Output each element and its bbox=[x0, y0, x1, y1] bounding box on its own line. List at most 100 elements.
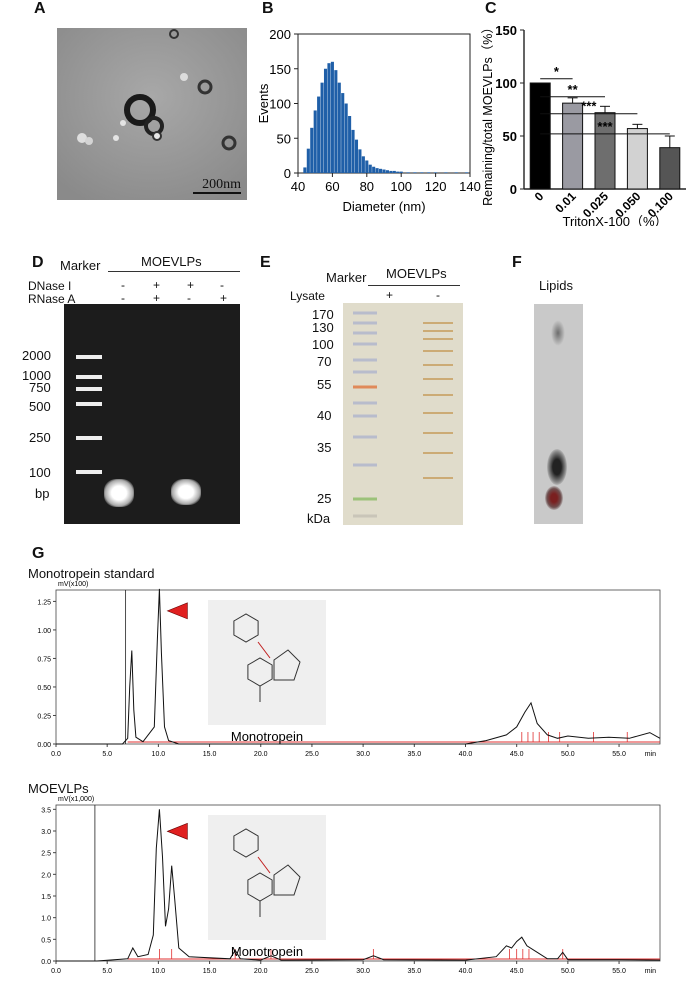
significance-marker: *** bbox=[597, 119, 613, 134]
mw-label: 55 bbox=[317, 377, 332, 392]
y-axis-label: Remaining/total MOEVLPs（%） bbox=[481, 21, 495, 206]
structure-label: Monotropein bbox=[231, 729, 303, 744]
y-tick-label: 0.75 bbox=[37, 656, 51, 663]
plot-frame bbox=[297, 33, 471, 174]
panel-label-g: G bbox=[32, 545, 45, 562]
panel-label-f: F bbox=[512, 254, 522, 271]
histogram-bar bbox=[317, 96, 321, 173]
gel-group-label: MOEVLPs bbox=[141, 254, 202, 269]
significance-marker: *** bbox=[581, 99, 597, 114]
x-tick-label: 0 bbox=[532, 189, 547, 204]
x-tick-label: 45.0 bbox=[510, 968, 524, 975]
glycosidic-bond bbox=[257, 641, 271, 659]
x-tick-label: 80 bbox=[360, 179, 374, 194]
panel-label-d: D bbox=[32, 254, 44, 271]
panel-label-e: E bbox=[260, 254, 271, 271]
significance-marker: ** bbox=[568, 82, 579, 97]
rnase-label: RNase A bbox=[28, 292, 76, 306]
x-tick-label: 25.0 bbox=[305, 968, 319, 975]
gel-image bbox=[64, 304, 240, 524]
histogram-bar bbox=[434, 172, 438, 173]
y-tick-label: 3.0 bbox=[41, 829, 51, 836]
ladder-label: 750 bbox=[29, 380, 51, 395]
histogram-bar bbox=[406, 172, 410, 173]
mw-label: 25 bbox=[317, 491, 332, 506]
dnase-sign: + bbox=[153, 278, 161, 292]
x-tick-label: 5.0 bbox=[102, 751, 112, 758]
y-tick-label: 200 bbox=[269, 27, 291, 42]
histogram-bar bbox=[396, 171, 400, 173]
histogram-bar bbox=[392, 170, 396, 173]
ladder-label: 500 bbox=[29, 399, 51, 414]
y-tick-label: 150 bbox=[495, 23, 517, 38]
histogram-bar bbox=[320, 82, 324, 173]
plot-frame bbox=[55, 589, 661, 745]
histogram-bar bbox=[368, 164, 372, 173]
x-tick-label: 40 bbox=[291, 179, 305, 194]
y-tick-label: 0.25 bbox=[37, 713, 51, 720]
y-tick-label: 2.5 bbox=[41, 851, 51, 858]
x-tick-label: 10.0 bbox=[152, 751, 166, 758]
histogram-bar bbox=[427, 172, 431, 173]
vesicle bbox=[85, 137, 93, 145]
x-tick-label: 60 bbox=[325, 179, 339, 194]
tem-micrograph: 200nm bbox=[57, 28, 247, 200]
ladder-label: 2000 bbox=[22, 348, 51, 363]
rnase-sign: - bbox=[187, 291, 191, 305]
glycosidic-bond bbox=[257, 856, 271, 874]
mw-label: 170 bbox=[312, 307, 334, 322]
ladder-band bbox=[76, 355, 102, 359]
panel-label-a: A bbox=[34, 0, 46, 17]
y-tick-label: 0.5 bbox=[41, 937, 51, 944]
y-axis-label: Events bbox=[256, 83, 271, 123]
y-tick-label: 1.0 bbox=[41, 916, 51, 923]
lysate-bands bbox=[423, 322, 453, 479]
rnase-sign: + bbox=[220, 291, 228, 305]
y-tick-label: 1.25 bbox=[37, 599, 51, 606]
histogram-bar bbox=[306, 148, 310, 173]
protein-gel-image bbox=[343, 303, 463, 525]
x-tick-label: 40.0 bbox=[459, 968, 473, 975]
monotropein-structure bbox=[233, 828, 301, 917]
y-tick-label: 50 bbox=[503, 129, 517, 144]
y-unit-label: mV(x1,000) bbox=[58, 796, 94, 803]
x-tick-label: 30.0 bbox=[356, 968, 370, 975]
protein-marker-label: Marker bbox=[326, 270, 367, 285]
tlc-origin-spot bbox=[545, 486, 563, 510]
bar bbox=[529, 82, 551, 190]
ladder-label: 250 bbox=[29, 430, 51, 445]
bar bbox=[659, 147, 681, 190]
tlc-plate bbox=[534, 304, 583, 524]
histogram-bar bbox=[372, 166, 376, 173]
ladder-label: 100 bbox=[29, 465, 51, 480]
y-tick-label: 100 bbox=[495, 76, 517, 91]
y-tick-label: 0 bbox=[510, 182, 517, 197]
y-tick-label: 100 bbox=[269, 97, 291, 112]
x-tick-label: 35.0 bbox=[407, 968, 421, 975]
histogram-bar bbox=[327, 63, 331, 173]
x-tick-label: 15.0 bbox=[203, 751, 217, 758]
histogram-bar bbox=[337, 82, 341, 173]
x-tick-label: 50.0 bbox=[561, 751, 575, 758]
x-tick-label: 30.0 bbox=[356, 751, 370, 758]
histogram-bar bbox=[379, 168, 383, 173]
x-tick-label: 0.01 bbox=[552, 189, 579, 216]
y-tick-label: 0.00 bbox=[37, 742, 51, 749]
dnase-sign: - bbox=[121, 278, 125, 292]
plot-frame bbox=[55, 804, 661, 962]
panel-label-b: B bbox=[262, 0, 274, 17]
histogram-bar bbox=[365, 160, 369, 173]
vesicle bbox=[124, 94, 156, 126]
sugar-ring bbox=[233, 613, 259, 643]
x-tick-label: 15.0 bbox=[203, 968, 217, 975]
dnase-sign: + bbox=[187, 278, 195, 292]
chromatogram-moevlps: mV(x1,000) 0.0 0.5 1.0 1.5 2.0 2.5 3.0 3.5 0.0 5.0… bbox=[41, 796, 661, 975]
histogram-bar bbox=[341, 93, 345, 173]
structure-label: Monotropein bbox=[231, 944, 303, 959]
sample-band bbox=[171, 479, 201, 505]
dnase-sign: - bbox=[220, 278, 224, 292]
monotropein-structure bbox=[233, 613, 301, 702]
significance-marker: * bbox=[554, 64, 560, 79]
y-tick-label: 0 bbox=[284, 166, 291, 181]
